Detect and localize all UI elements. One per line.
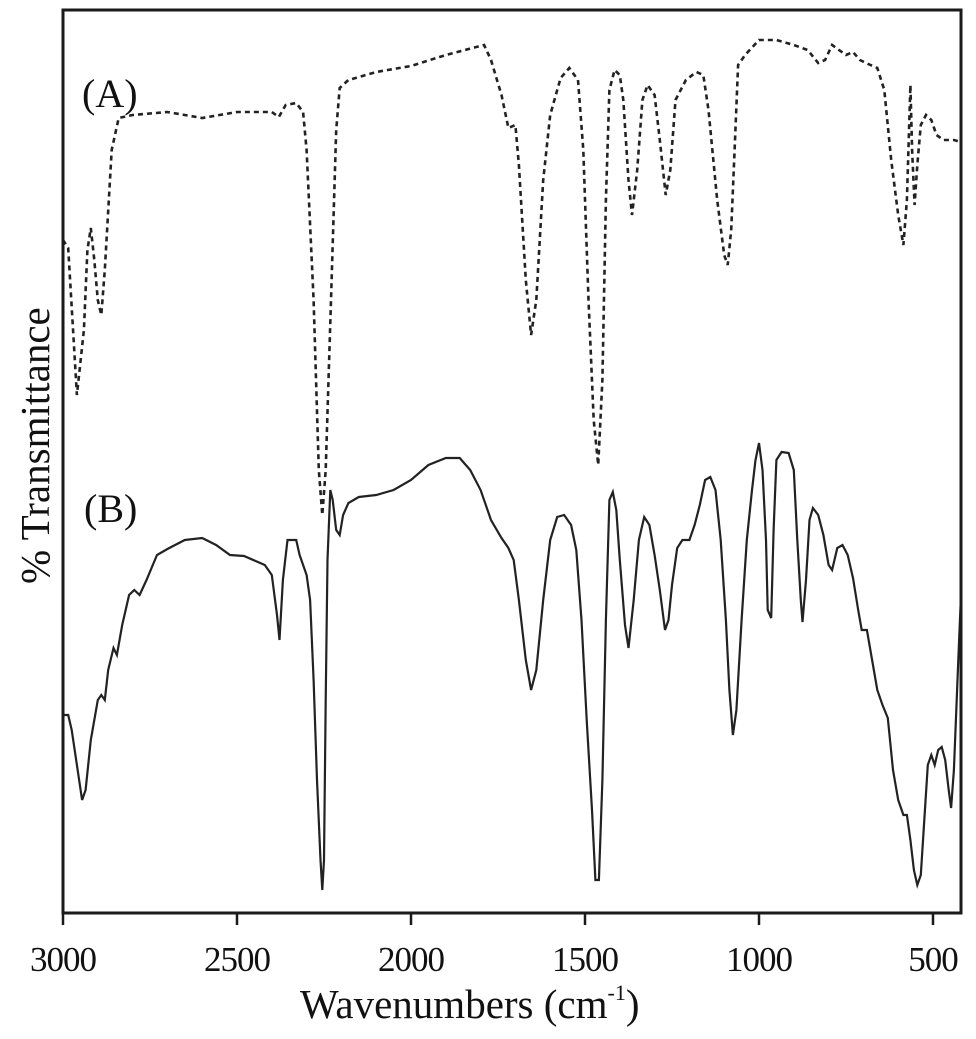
- plot-frame: [61, 8, 963, 915]
- x-axis-label: Wavenumbers (cm-1): [300, 980, 639, 1028]
- x-axis-ticks: [61, 913, 935, 925]
- spectrum-line-b: [63, 442, 962, 891]
- spectra-lines: [61, 38, 962, 891]
- series-label-b: (B): [84, 486, 138, 531]
- x-axis-label-close: ): [625, 981, 640, 1027]
- spectrum-line-a: [61, 38, 962, 516]
- x-tick-label: 500: [908, 940, 958, 979]
- series-label-a: (A): [82, 71, 138, 116]
- y-axis-label: % Transmittance: [12, 307, 58, 584]
- x-tick-label: 1500: [552, 940, 619, 979]
- x-tick-label: 2500: [204, 940, 271, 979]
- x-tick-label: 1000: [726, 940, 793, 979]
- x-tick-label: 3000: [30, 940, 97, 979]
- x-tick-label: 2000: [378, 940, 445, 979]
- x-axis-label-main: Wavenumbers (cm: [300, 981, 608, 1027]
- x-axis-label-superscript: -1: [607, 980, 626, 1005]
